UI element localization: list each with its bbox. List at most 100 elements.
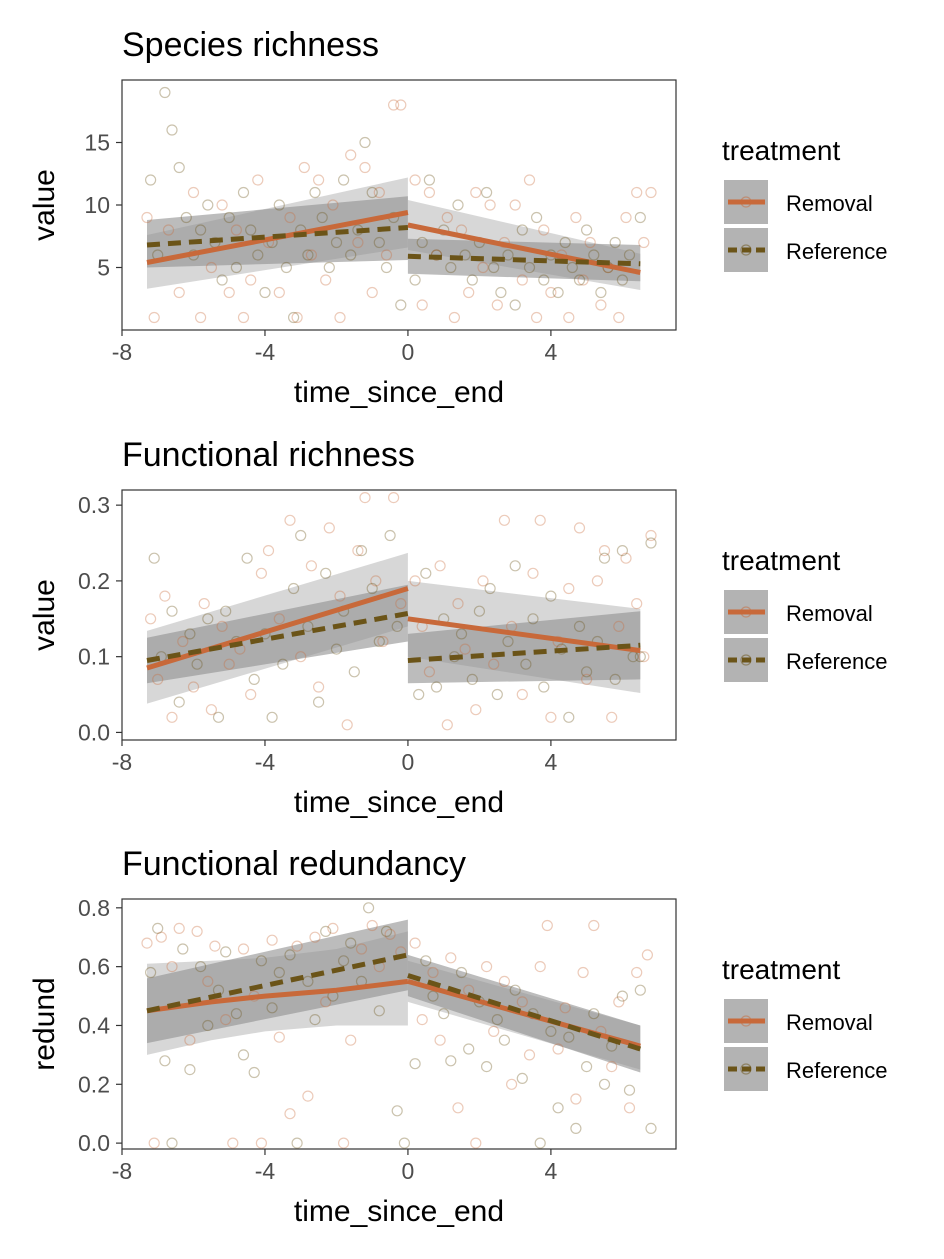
data-point-removal — [155, 931, 167, 943]
data-point-removal — [148, 311, 160, 324]
data-point-reference — [455, 966, 468, 979]
data-point-reference — [520, 658, 532, 670]
data-point-reference — [634, 984, 646, 996]
data-point-removal — [284, 1108, 296, 1120]
data-point-reference — [509, 299, 521, 311]
data-point-removal — [223, 286, 235, 299]
data-point-removal — [423, 666, 435, 678]
data-point-reference — [391, 620, 403, 633]
data-point-reference — [509, 560, 521, 572]
data-point-reference — [220, 946, 232, 958]
data-point-reference — [473, 605, 485, 617]
data-point-removal — [245, 688, 257, 701]
data-point-removal — [620, 211, 632, 224]
x-tick-label: 4 — [545, 339, 558, 365]
data-point-removal — [434, 560, 446, 572]
panel-species-richness: Species richness -8 -4 0 4 5 10 15 time_since… — [28, 26, 888, 409]
data-point-reference — [166, 124, 178, 136]
fit-line-removal — [407, 978, 641, 1049]
data-point-removal — [255, 1137, 267, 1149]
data-point-removal — [541, 919, 553, 932]
data-point-reference — [284, 949, 296, 961]
data-point-removal — [152, 673, 164, 686]
data-point-reference — [166, 605, 178, 617]
data-point-removal — [323, 522, 335, 534]
data-point-removal — [320, 274, 332, 286]
data-point-reference — [527, 613, 539, 625]
data-point-reference — [313, 696, 325, 708]
data-point-removal — [427, 966, 439, 979]
data-point-removal — [631, 186, 643, 199]
data-point-removal — [441, 719, 453, 731]
data-point-removal — [638, 236, 650, 249]
data-point-removal — [545, 711, 557, 723]
data-point-removal — [205, 261, 217, 274]
data-point-reference — [427, 990, 439, 1002]
data-point-removal — [606, 1060, 618, 1073]
y-tick-label: 0.2 — [78, 1071, 110, 1097]
data-point-reference — [484, 582, 496, 595]
data-point-reference — [463, 1043, 475, 1055]
data-point-reference — [166, 1137, 178, 1149]
y-axis-title: redund — [28, 977, 61, 1070]
chart-title: Functional richness — [122, 436, 415, 474]
data-point-removal — [262, 544, 275, 557]
data-point-reference — [223, 211, 235, 224]
scatter-points — [141, 902, 657, 1149]
data-point-reference — [184, 1063, 196, 1076]
data-point-removal — [205, 704, 217, 716]
data-point-removal — [255, 567, 267, 579]
legend: treatment Removal Reference — [722, 954, 888, 1091]
data-point-reference — [291, 1137, 303, 1149]
data-point-reference — [212, 711, 225, 723]
data-point-reference — [538, 274, 550, 286]
data-point-removal — [305, 249, 317, 261]
y-axis-ticks: 0.0 0.2 0.4 0.6 0.8 — [78, 895, 122, 1156]
data-point-reference — [384, 529, 396, 542]
data-point-removal — [345, 1034, 357, 1046]
data-point-removal — [591, 575, 604, 587]
x-tick-label: 4 — [545, 1158, 558, 1184]
x-axis-title: time_since_end — [294, 1195, 504, 1228]
data-point-removal — [266, 934, 278, 946]
data-point-reference — [502, 249, 514, 261]
data-point-removal — [355, 943, 368, 955]
data-point-removal — [538, 224, 550, 236]
data-point-reference — [645, 1122, 657, 1135]
data-point-reference — [266, 711, 278, 723]
data-point-removal — [491, 299, 503, 311]
data-point-removal — [559, 1002, 571, 1014]
fit-lines — [146, 210, 641, 275]
data-point-removal — [373, 186, 385, 199]
y-tick-label: 0.2 — [78, 568, 110, 594]
data-point-reference — [152, 922, 164, 935]
data-point-removal — [470, 704, 482, 716]
data-point-removal — [388, 492, 400, 504]
data-point-removal — [545, 286, 557, 299]
data-point-removal — [202, 975, 214, 988]
data-point-reference — [420, 567, 432, 579]
data-point-reference — [309, 1013, 321, 1026]
data-point-removal — [302, 1090, 314, 1102]
data-point-reference — [145, 966, 157, 979]
y-tick-label: 0.3 — [78, 492, 110, 518]
data-point-removal — [506, 1078, 518, 1090]
data-point-removal — [370, 575, 382, 587]
fit-line-reference — [146, 225, 409, 248]
data-point-reference — [191, 658, 203, 670]
data-point-removal — [641, 949, 654, 961]
data-point-reference — [563, 1031, 575, 1043]
data-point-reference — [481, 186, 493, 199]
data-point-reference — [530, 211, 543, 224]
data-point-reference — [184, 628, 196, 640]
data-point-reference — [288, 311, 300, 324]
data-point-reference — [202, 613, 214, 625]
data-point-reference — [395, 299, 407, 311]
legend-label-reference: Reference — [786, 239, 888, 264]
data-point-removal — [352, 236, 364, 249]
data-point-removal — [313, 174, 325, 186]
data-point-removal — [395, 597, 407, 610]
data-point-reference — [588, 1008, 600, 1020]
fit-lines — [146, 586, 641, 671]
data-point-reference — [563, 711, 575, 723]
